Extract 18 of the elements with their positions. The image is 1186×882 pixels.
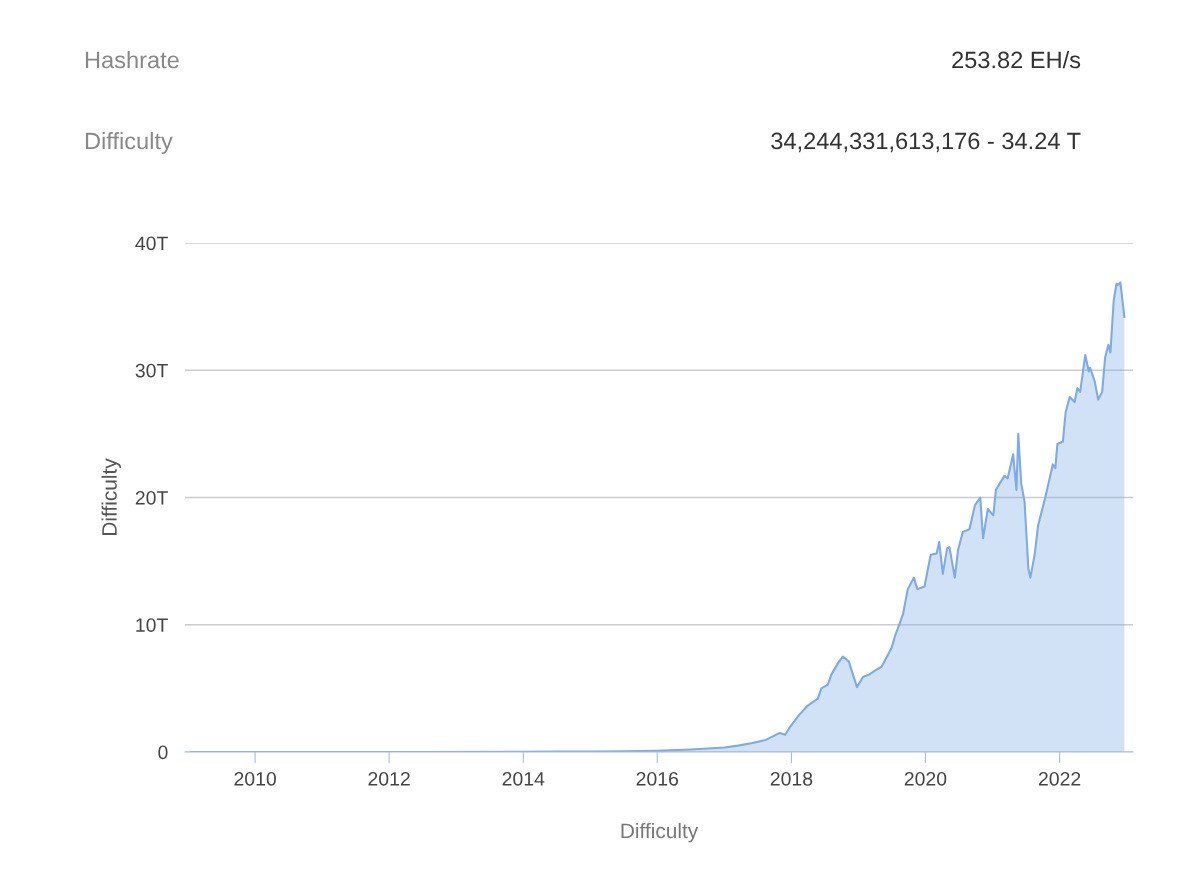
text: 34,244,331,613,176 - 34.24 T — [771, 132, 1081, 153]
y-tick-label: 30T — [135, 363, 168, 378]
x-tick-label: 2012 — [368, 771, 410, 786]
y-axis-title: Difficulty — [101, 458, 121, 535]
text: 253.82 EH/s — [952, 51, 1081, 69]
y-tick-label: 40T — [135, 236, 168, 251]
x-tick-label: 2022 — [1038, 771, 1081, 786]
y-tick-label: 20T — [135, 490, 168, 505]
x-tick-label: 2010 — [234, 771, 276, 786]
y-tick-label: 10T — [136, 618, 168, 632]
x-axis-title: Difficulty — [621, 822, 699, 843]
x-tick-label: 2014 — [502, 771, 545, 786]
x-tick-label: 2016 — [636, 771, 679, 786]
x-tick-label: 2018 — [770, 771, 813, 786]
x-tick-label: 2020 — [904, 771, 947, 786]
text: Difficulty — [85, 132, 173, 155]
y-tick-label: 0 — [158, 745, 168, 760]
text: Hashrate — [85, 51, 179, 69]
